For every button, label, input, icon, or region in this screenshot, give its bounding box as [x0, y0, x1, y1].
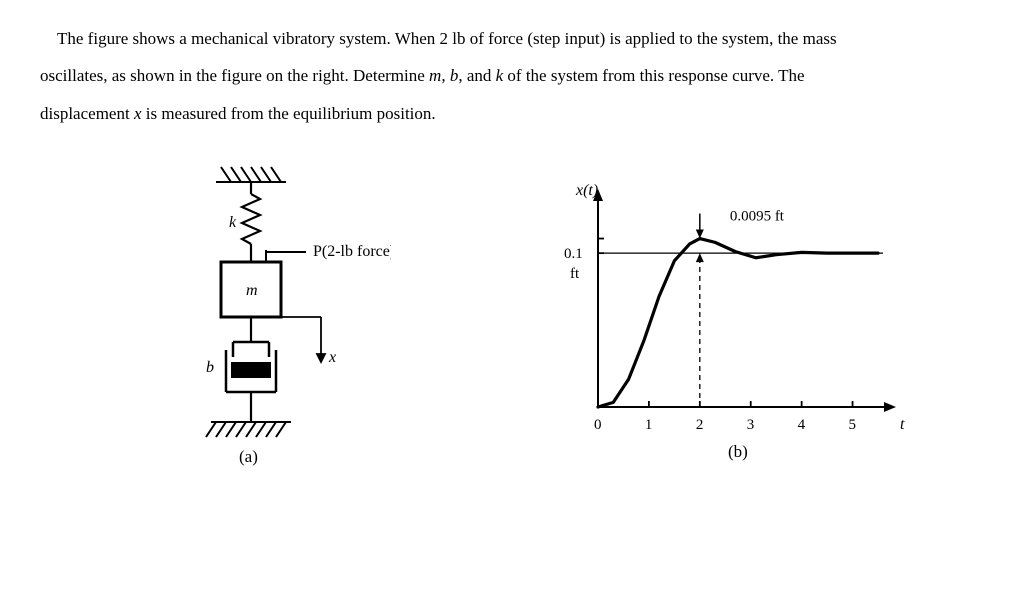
figure-a: k P(2-lb force) m x — [111, 162, 391, 492]
mass-label: m — [246, 282, 258, 299]
damper-fluid — [231, 362, 271, 378]
svg-text:ft: ft — [570, 266, 580, 282]
text-line3b: is measured from the equilibrium positio… — [142, 104, 436, 123]
mechanical-diagram: k P(2-lb force) m x — [111, 162, 391, 492]
var-x: x — [134, 104, 142, 123]
spring-label: k — [229, 214, 237, 231]
text-line2d: of the system from this response curve. … — [503, 66, 804, 85]
svg-text:0.1: 0.1 — [564, 246, 583, 262]
problem-statement: The figure shows a mechanical vibratory … — [40, 20, 984, 132]
svg-text:5: 5 — [849, 417, 857, 433]
svg-text:(b): (b) — [728, 442, 748, 461]
text-line2c: , and — [458, 66, 495, 85]
svg-text:1: 1 — [645, 417, 653, 433]
svg-text:t: t — [900, 416, 905, 433]
var-m: m — [429, 66, 441, 85]
svg-text:x(t): x(t) — [575, 182, 598, 199]
force-label: P(2-lb force) — [313, 243, 391, 260]
response-chart: 0 1 2 3 4 5 0.1 ft 0.0095 ft x(t) t (b) — [533, 177, 913, 477]
figure-a-caption: (a) — [239, 447, 258, 466]
text-line2a: oscillates, as shown in the figure on th… — [40, 66, 429, 85]
text-line3a: displacement — [40, 104, 134, 123]
figures-container: k P(2-lb force) m x — [40, 162, 984, 492]
svg-text:2: 2 — [696, 417, 704, 433]
displacement-label: x — [328, 349, 336, 366]
damper-label: b — [206, 359, 214, 376]
svg-text:3: 3 — [747, 417, 755, 433]
figure-b: 0 1 2 3 4 5 0.1 ft 0.0095 ft x(t) t (b) — [533, 177, 913, 477]
text-line2b: , — [441, 66, 450, 85]
text-line1: The figure shows a mechanical vibratory … — [57, 29, 837, 48]
svg-text:0: 0 — [594, 417, 602, 433]
svg-text:0.0095 ft: 0.0095 ft — [730, 209, 785, 225]
svg-text:4: 4 — [798, 417, 806, 433]
